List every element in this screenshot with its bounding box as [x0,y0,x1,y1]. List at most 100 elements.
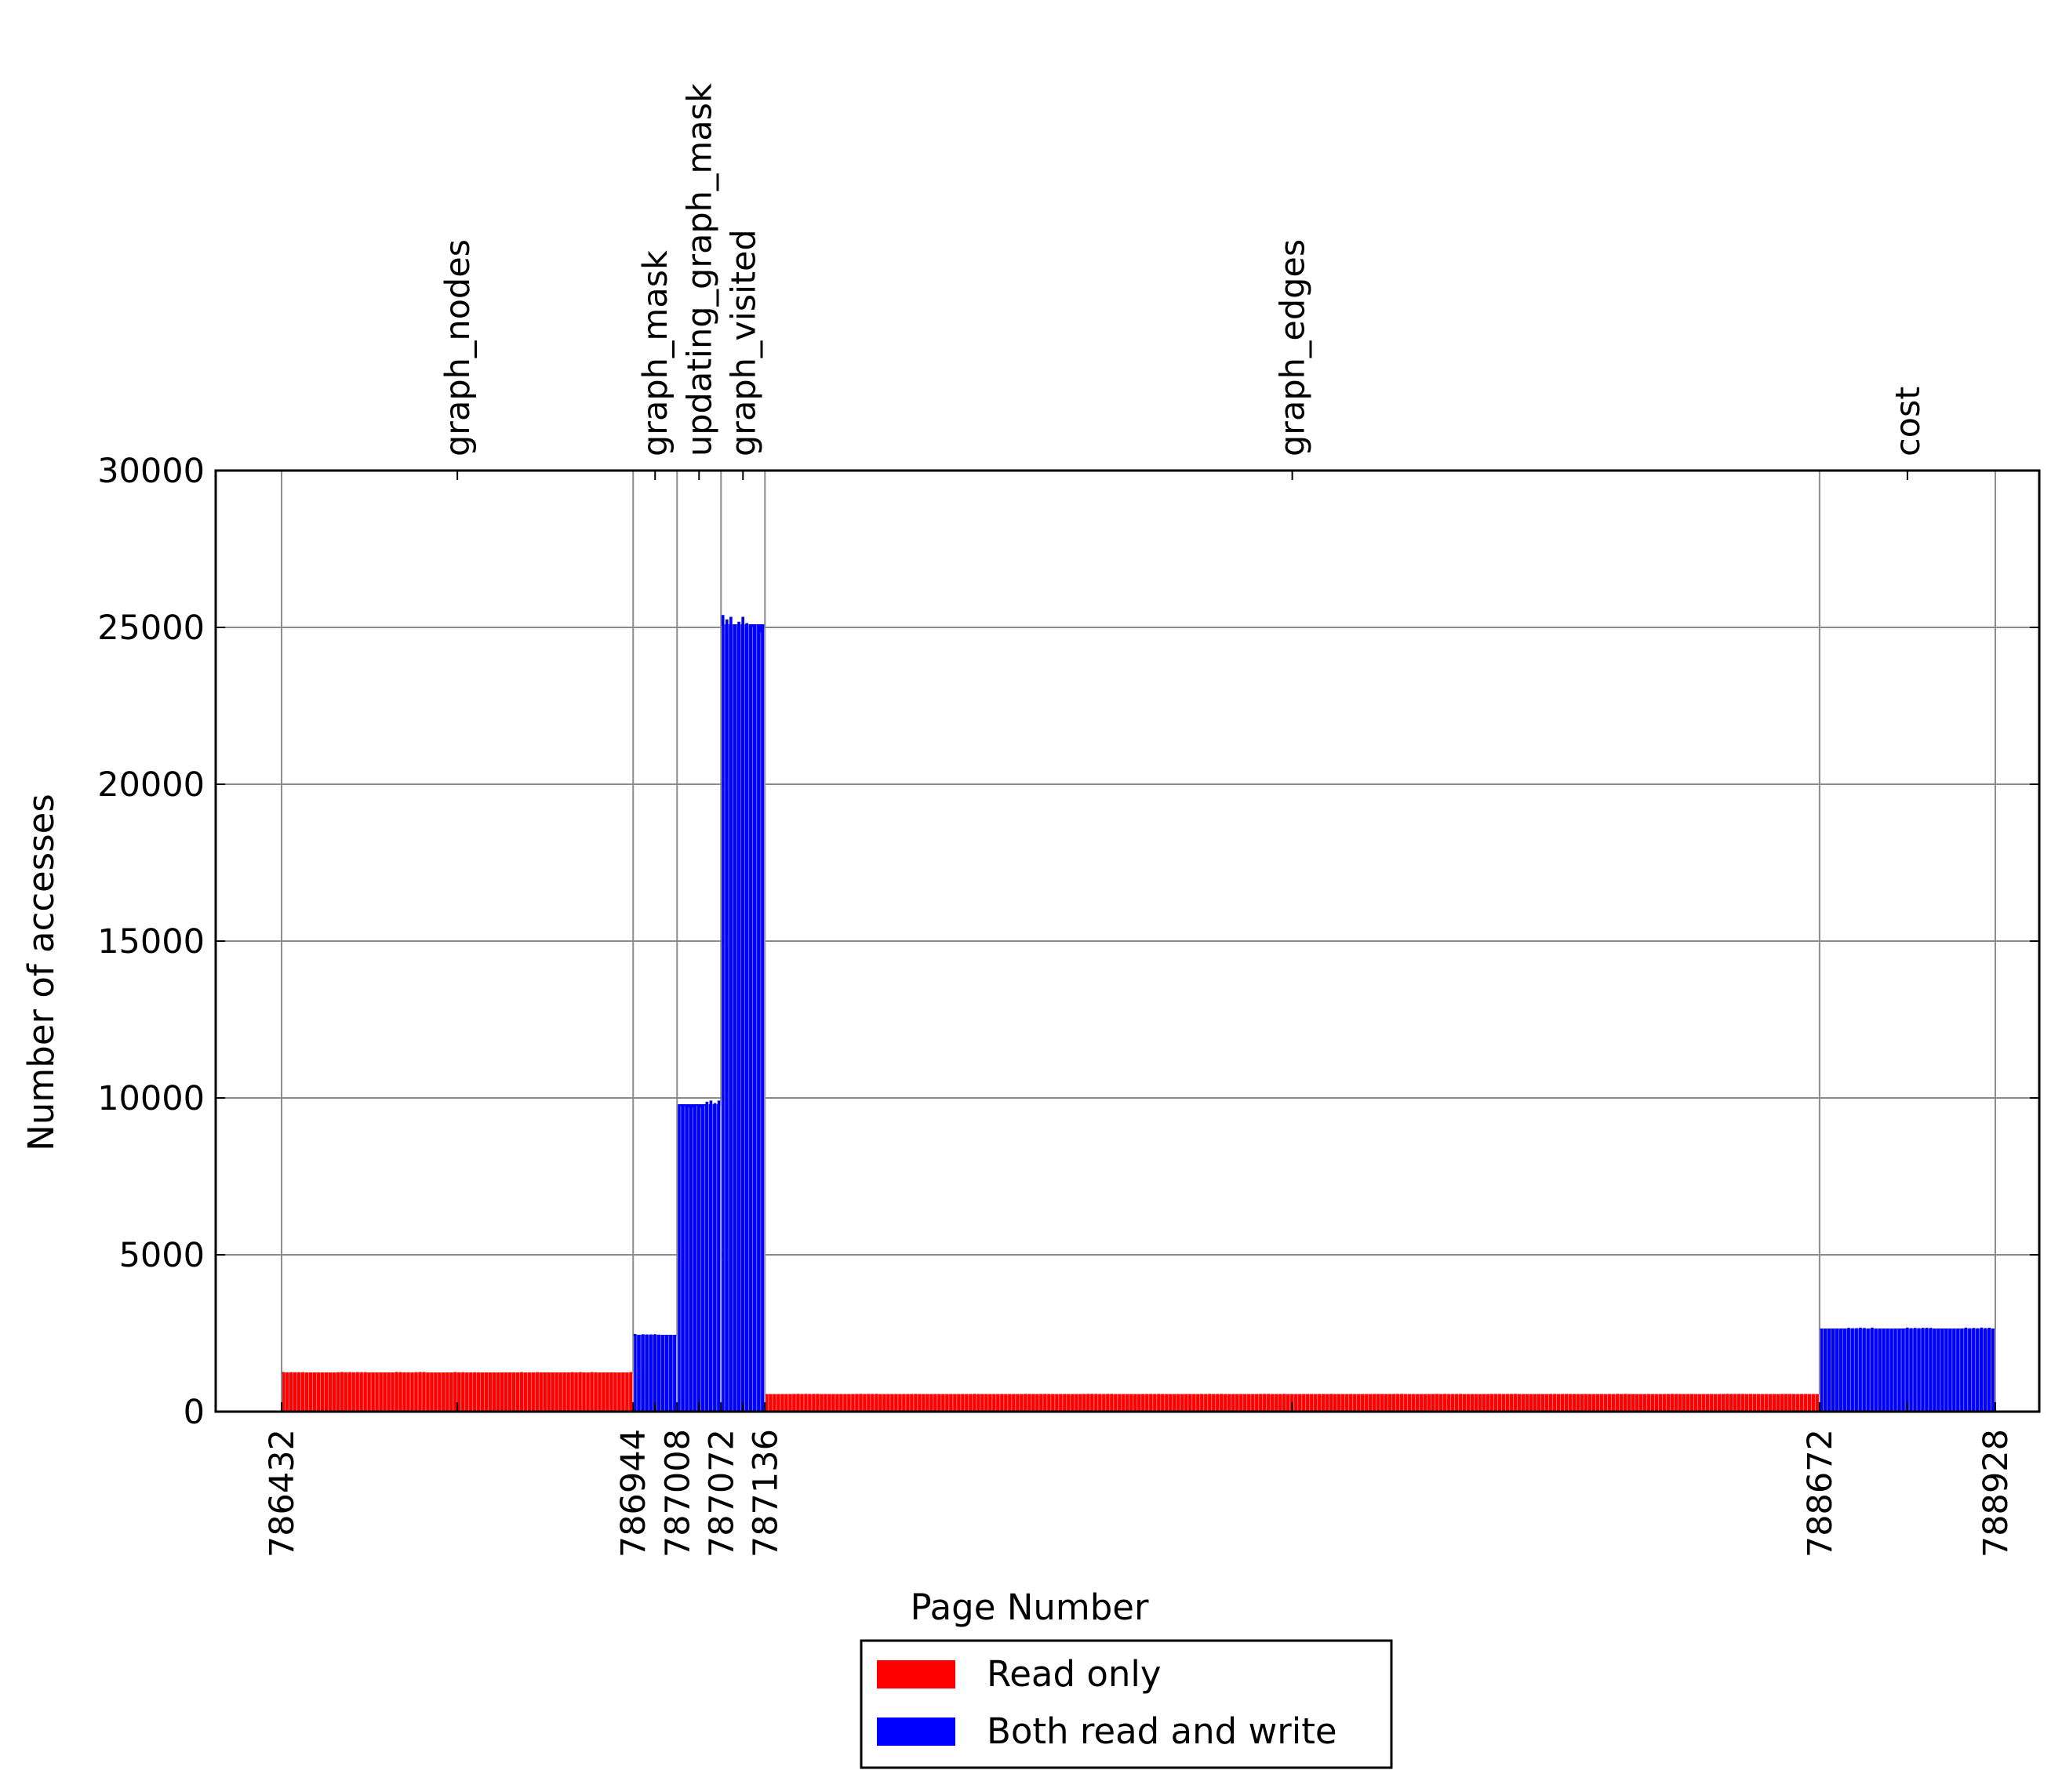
bar [1141,1394,1145,1396]
bar [563,1372,566,1374]
y-tick-label: 25000 [97,609,205,648]
y-tick-label: 5000 [119,1236,205,1275]
bar [1408,1394,1412,1396]
bar [1792,1394,1796,1396]
bar [1286,1394,1290,1396]
bar [1773,1394,1777,1396]
bar [733,623,736,626]
bar [1910,1328,1913,1330]
bar [1682,1394,1686,1396]
bar [469,1372,473,1374]
grid-lines [216,470,2039,1412]
bar [1490,1394,1494,1396]
bar [1400,1394,1404,1396]
bar [403,1372,406,1374]
bar [1459,1394,1463,1396]
bar [926,1394,929,1396]
bar [1616,1394,1620,1396]
bar [1906,1327,1909,1330]
bar [1369,1394,1373,1396]
bar [1960,1329,1964,1330]
bar [1573,1394,1577,1396]
bar [1639,1394,1643,1396]
bar [613,1372,617,1374]
bar [1071,1394,1075,1396]
bar [1596,1394,1600,1396]
bar [442,1372,445,1374]
bar [965,1394,969,1396]
bar [1486,1394,1490,1396]
bar [418,1372,422,1374]
y-axis-ticks: 0 5000 10000 15000 20000 25000 30000 [97,452,2039,1432]
bar [1196,1394,1200,1396]
bar [1663,1394,1667,1396]
bar [1698,1394,1702,1396]
bar [653,1334,656,1336]
bar [1549,1394,1553,1396]
bar [800,1394,804,1396]
bar [1902,1329,1905,1330]
bar [1804,1394,1808,1396]
bar [1176,1394,1180,1396]
bar [520,1372,523,1374]
top-annotation-label: graph_mask [636,250,675,456]
bar [406,1372,410,1374]
y-tick-label: 30000 [97,452,205,491]
bar [551,1372,555,1374]
bar [1694,1394,1698,1396]
bar [1761,1394,1765,1396]
bar [1310,1394,1314,1396]
bar [1051,1394,1055,1396]
bar [906,1394,910,1396]
bar [776,1394,780,1396]
bar [937,1394,941,1396]
bar [1545,1394,1549,1396]
bar [859,1394,863,1396]
bar [1796,1394,1800,1396]
bar [831,1394,835,1396]
bar [1580,1394,1584,1396]
top-annotation-label: graph_edges [1274,239,1313,456]
bar [765,1394,769,1396]
bar [1584,1394,1588,1396]
bar [1529,1394,1533,1396]
bar [1972,1328,1976,1330]
bar [1471,1394,1475,1396]
bar [1329,1394,1333,1396]
bar [961,1394,965,1396]
bar [410,1372,414,1374]
x-tick-label: 788672 [1801,1429,1840,1558]
bar [372,1372,375,1374]
bar [1565,1394,1569,1396]
bar [1404,1394,1408,1396]
bar [820,1394,824,1396]
bar [567,1372,570,1374]
bar [1420,1394,1424,1396]
bar [1000,1394,1004,1396]
bar [1067,1394,1071,1396]
bar [824,1394,827,1396]
bar [1126,1394,1129,1396]
bar [1380,1394,1384,1396]
bar [843,1394,847,1396]
bar [673,1335,677,1336]
bar [532,1372,535,1374]
bar [1373,1394,1376,1396]
bar [1416,1394,1420,1396]
bar [1678,1394,1682,1396]
bar [1392,1394,1396,1396]
top-annotations: graph_nodes graph_mask updating_graph_mask… [438,83,1928,1412]
bar [598,1372,602,1374]
bar [980,1394,984,1396]
bar [1592,1394,1596,1396]
bar [1948,1329,1952,1330]
bar [547,1372,551,1374]
bar [1451,1394,1455,1396]
bar [984,1394,988,1396]
bar [1514,1394,1518,1396]
bar [812,1394,816,1396]
top-annotation-label: updating_graph_mask [680,83,719,456]
legend-label-read-write: Both read and write [987,1710,1337,1752]
bar [1898,1329,1901,1330]
bar [1388,1394,1392,1396]
